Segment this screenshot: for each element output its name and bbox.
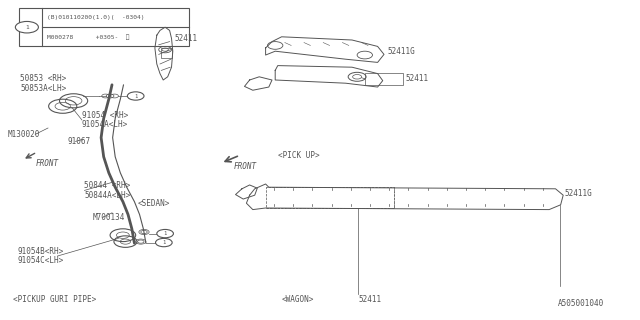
- Text: <WAGON>: <WAGON>: [282, 295, 314, 304]
- Text: 1: 1: [25, 25, 29, 30]
- Text: <PICK UP>: <PICK UP>: [278, 151, 320, 160]
- Text: (B)010110200(1.0)(  -0304): (B)010110200(1.0)( -0304): [47, 15, 144, 20]
- Text: 50844A<LH>: 50844A<LH>: [84, 191, 131, 200]
- Text: 1: 1: [162, 240, 166, 245]
- Circle shape: [157, 229, 173, 238]
- Text: FRONT: FRONT: [35, 159, 58, 168]
- Text: 91067: 91067: [67, 137, 90, 146]
- Text: FRONT: FRONT: [234, 162, 257, 171]
- Text: 50844 <RH>: 50844 <RH>: [84, 181, 131, 190]
- Text: 1: 1: [163, 231, 167, 236]
- Text: 52411G: 52411G: [387, 47, 415, 56]
- Text: M130020: M130020: [8, 130, 40, 139]
- Text: A505001040: A505001040: [558, 300, 604, 308]
- Text: 52411G: 52411G: [564, 189, 592, 198]
- Bar: [266, 187, 394, 208]
- Circle shape: [156, 238, 172, 247]
- Text: <PICKUP GURI PIPE>: <PICKUP GURI PIPE>: [13, 295, 96, 304]
- Bar: [161, 48, 172, 58]
- Text: 91054B<RH>: 91054B<RH>: [18, 247, 64, 256]
- Text: 91054 <RH>: 91054 <RH>: [82, 111, 128, 120]
- Text: M000278      ✈0305-  〉: M000278 ✈0305- 〉: [47, 34, 129, 40]
- Circle shape: [15, 21, 38, 33]
- Text: 52411: 52411: [358, 295, 381, 304]
- Text: 91054C<LH>: 91054C<LH>: [18, 256, 64, 265]
- Circle shape: [127, 92, 144, 100]
- Text: 1: 1: [134, 93, 138, 99]
- Text: 52411: 52411: [174, 34, 197, 43]
- Bar: [19, 8, 189, 46]
- Text: 91054A<LH>: 91054A<LH>: [82, 120, 128, 129]
- Text: M700134: M700134: [93, 213, 125, 222]
- Text: 52411: 52411: [405, 74, 428, 83]
- Text: 50853A<LH>: 50853A<LH>: [20, 84, 67, 92]
- Text: 50853 <RH>: 50853 <RH>: [20, 74, 67, 83]
- Text: <SEDAN>: <SEDAN>: [138, 199, 170, 208]
- Bar: [365, 73, 403, 85]
